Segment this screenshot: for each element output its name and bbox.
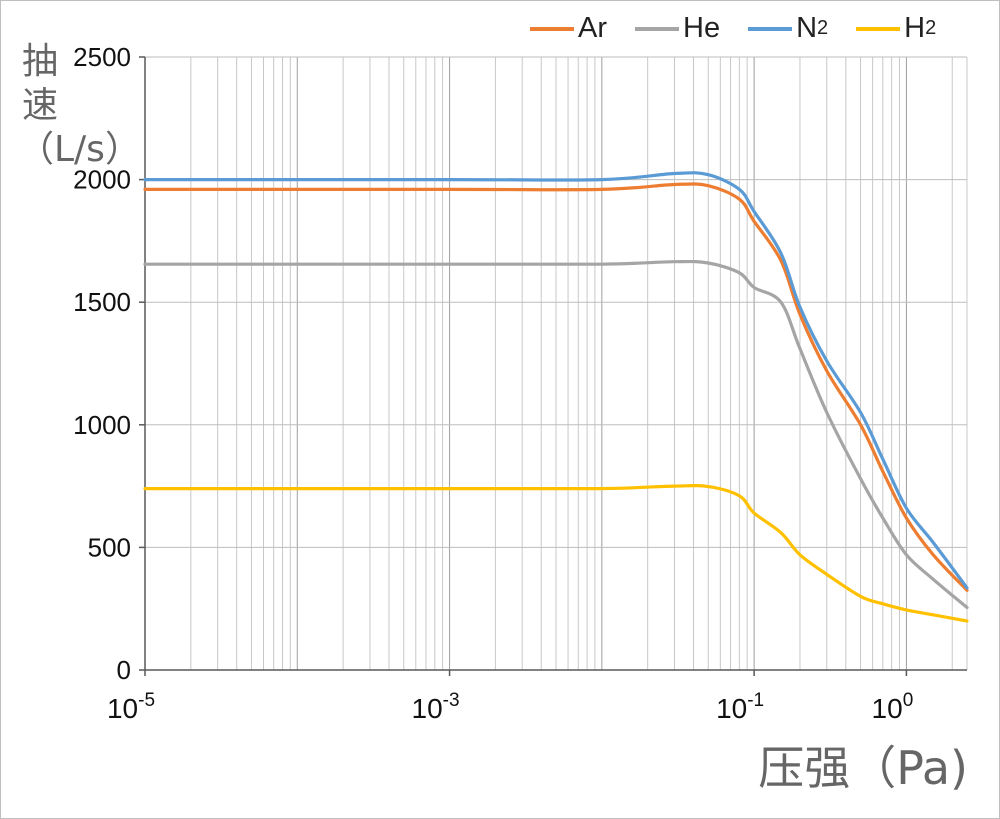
- y-tick-label: 2500: [73, 42, 131, 72]
- legend-swatch-he: [635, 26, 679, 31]
- y-tick-label: 1500: [73, 287, 131, 317]
- y-tick-label: 500: [88, 532, 131, 562]
- legend-label-n2: N: [796, 12, 818, 44]
- legend-swatch-h2: [856, 26, 901, 31]
- y-axis-label: 抽速（L/s）: [18, 41, 141, 170]
- y-tick-label: 1000: [73, 410, 131, 440]
- x-tick-label: 100: [872, 690, 914, 724]
- x-axis-label: 压强（Pa): [758, 741, 968, 795]
- series-line-n2: [143, 171, 969, 590]
- legend-item-ar: Ar: [530, 12, 607, 45]
- legend-swatch-n2: [748, 26, 793, 31]
- series-line-he: [143, 259, 969, 610]
- series-line-h2: [143, 484, 969, 623]
- legend-sub-n2: 2: [817, 17, 829, 39]
- legend-sub-h2: 2: [925, 17, 937, 39]
- legend-label-ar: Ar: [578, 12, 607, 44]
- legend-item-he: He: [635, 12, 720, 45]
- legend-label-he: He: [683, 12, 721, 44]
- x-tick-label: 10-5: [107, 690, 155, 724]
- legend-label-h2: H: [904, 12, 926, 44]
- x-tick-label: 10-3: [412, 690, 460, 724]
- series-line-ar: [143, 182, 969, 592]
- legend-swatch-ar: [530, 26, 574, 31]
- x-tick-label: 10-1: [716, 690, 764, 724]
- y-tick-label: 0: [117, 655, 131, 685]
- y-tick-label: 2000: [73, 165, 131, 195]
